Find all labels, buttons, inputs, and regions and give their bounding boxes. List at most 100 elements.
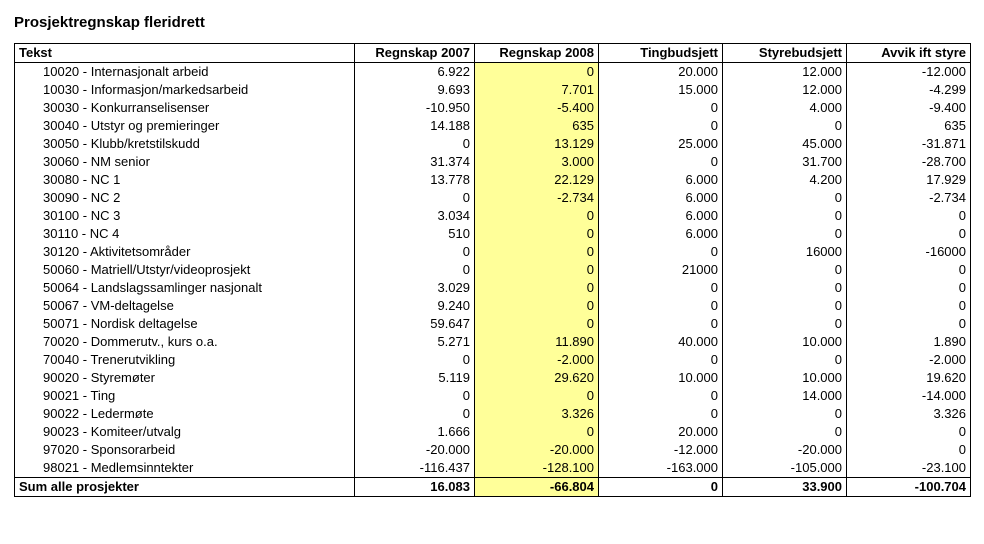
- table-row: 70020 - Dommerutv., kurs o.a.5.27111.890…: [15, 333, 971, 351]
- cell-value: -14.000: [847, 387, 971, 405]
- cell-value: 12.000: [723, 81, 847, 99]
- cell-value: 0: [723, 225, 847, 243]
- cell-value: 0: [847, 279, 971, 297]
- cell-value: -20.000: [355, 441, 475, 459]
- cell-value: 0: [847, 261, 971, 279]
- cell-value: 10.000: [723, 369, 847, 387]
- sum-value: -66.804: [475, 478, 599, 497]
- table-row: 30110 - NC 451006.00000: [15, 225, 971, 243]
- table-row: 90022 - Ledermøte03.326003.326: [15, 405, 971, 423]
- cell-value: 0: [475, 225, 599, 243]
- cell-value: 0: [847, 207, 971, 225]
- row-label: 30030 - Konkurranselisenser: [15, 99, 355, 117]
- cell-value: 15.000: [599, 81, 723, 99]
- cell-value: -23.100: [847, 459, 971, 478]
- table-row: 30030 - Konkurranselisenser-10.950-5.400…: [15, 99, 971, 117]
- cell-value: 0: [723, 279, 847, 297]
- table-header-row: Tekst Regnskap 2007 Regnskap 2008 Tingbu…: [15, 44, 971, 63]
- cell-value: 0: [599, 153, 723, 171]
- cell-value: 31.700: [723, 153, 847, 171]
- sum-value: -100.704: [847, 478, 971, 497]
- table-row: 50067 - VM-deltagelse9.2400000: [15, 297, 971, 315]
- table-row: 98021 - Medlemsinntekter-116.437-128.100…: [15, 459, 971, 478]
- row-label: 30100 - NC 3: [15, 207, 355, 225]
- cell-value: -128.100: [475, 459, 599, 478]
- row-label: 50064 - Landslagssamlinger nasjonalt: [15, 279, 355, 297]
- cell-value: 9.240: [355, 297, 475, 315]
- cell-value: 0: [475, 315, 599, 333]
- cell-value: -10.950: [355, 99, 475, 117]
- cell-value: 0: [475, 279, 599, 297]
- cell-value: 13.129: [475, 135, 599, 153]
- sum-row: Sum alle prosjekter16.083-66.804033.900-…: [15, 478, 971, 497]
- sum-value: 0: [599, 478, 723, 497]
- cell-value: 0: [599, 297, 723, 315]
- cell-value: 4.000: [723, 99, 847, 117]
- cell-value: -20.000: [723, 441, 847, 459]
- cell-value: 10.000: [599, 369, 723, 387]
- cell-value: 1.890: [847, 333, 971, 351]
- cell-value: 0: [475, 423, 599, 441]
- row-label: 90020 - Styremøter: [15, 369, 355, 387]
- cell-value: 0: [723, 315, 847, 333]
- row-label: 10030 - Informasjon/markedsarbeid: [15, 81, 355, 99]
- cell-value: -5.400: [475, 99, 599, 117]
- table-row: 30090 - NC 20-2.7346.0000-2.734: [15, 189, 971, 207]
- row-label: 30090 - NC 2: [15, 189, 355, 207]
- row-label: 30080 - NC 1: [15, 171, 355, 189]
- cell-value: 31.374: [355, 153, 475, 171]
- row-label: 30060 - NM senior: [15, 153, 355, 171]
- cell-value: -105.000: [723, 459, 847, 478]
- cell-value: 0: [723, 207, 847, 225]
- cell-value: -28.700: [847, 153, 971, 171]
- cell-value: 0: [723, 261, 847, 279]
- cell-value: 21000: [599, 261, 723, 279]
- cell-value: -2.000: [847, 351, 971, 369]
- cell-value: 14.188: [355, 117, 475, 135]
- cell-value: 3.000: [475, 153, 599, 171]
- cell-value: -4.299: [847, 81, 971, 99]
- table-row: 50060 - Matriell/Utstyr/videoprosjekt002…: [15, 261, 971, 279]
- cell-value: 0: [847, 297, 971, 315]
- cell-value: -2.734: [475, 189, 599, 207]
- cell-value: 20.000: [599, 63, 723, 82]
- cell-value: 0: [475, 387, 599, 405]
- cell-value: 6.000: [599, 207, 723, 225]
- cell-value: 7.701: [475, 81, 599, 99]
- cell-value: 0: [475, 297, 599, 315]
- table-row: 30050 - Klubb/kretstilskudd013.12925.000…: [15, 135, 971, 153]
- cell-value: 0: [723, 405, 847, 423]
- cell-value: -12.000: [847, 63, 971, 82]
- sum-value: 33.900: [723, 478, 847, 497]
- cell-value: 3.034: [355, 207, 475, 225]
- cell-value: -12.000: [599, 441, 723, 459]
- table-row: 30100 - NC 33.03406.00000: [15, 207, 971, 225]
- cell-value: -16000: [847, 243, 971, 261]
- cell-value: 0: [723, 297, 847, 315]
- cell-value: 12.000: [723, 63, 847, 82]
- row-label: 30050 - Klubb/kretstilskudd: [15, 135, 355, 153]
- table-row: 30040 - Utstyr og premieringer14.1886350…: [15, 117, 971, 135]
- row-label: 90022 - Ledermøte: [15, 405, 355, 423]
- cell-value: 0: [355, 387, 475, 405]
- cell-value: 0: [355, 405, 475, 423]
- cell-value: 10.000: [723, 333, 847, 351]
- cell-value: 0: [355, 243, 475, 261]
- col-header-tekst: Tekst: [15, 44, 355, 63]
- row-label: 98021 - Medlemsinntekter: [15, 459, 355, 478]
- cell-value: 0: [599, 117, 723, 135]
- cell-value: 0: [599, 351, 723, 369]
- cell-value: 13.778: [355, 171, 475, 189]
- cell-value: 4.200: [723, 171, 847, 189]
- row-label: 30120 - Aktivitetsområder: [15, 243, 355, 261]
- table-row: 50064 - Landslagssamlinger nasjonalt3.02…: [15, 279, 971, 297]
- col-header-avvik: Avvik ift styre: [847, 44, 971, 63]
- col-header-tingbudsjett: Tingbudsjett: [599, 44, 723, 63]
- cell-value: 17.929: [847, 171, 971, 189]
- table-row: 90023 - Komiteer/utvalg1.666020.00000: [15, 423, 971, 441]
- cell-value: 6.000: [599, 171, 723, 189]
- accounts-table: Tekst Regnskap 2007 Regnskap 2008 Tingbu…: [14, 43, 971, 497]
- table-row: 90021 - Ting00014.000-14.000: [15, 387, 971, 405]
- cell-value: 6.922: [355, 63, 475, 82]
- cell-value: -116.437: [355, 459, 475, 478]
